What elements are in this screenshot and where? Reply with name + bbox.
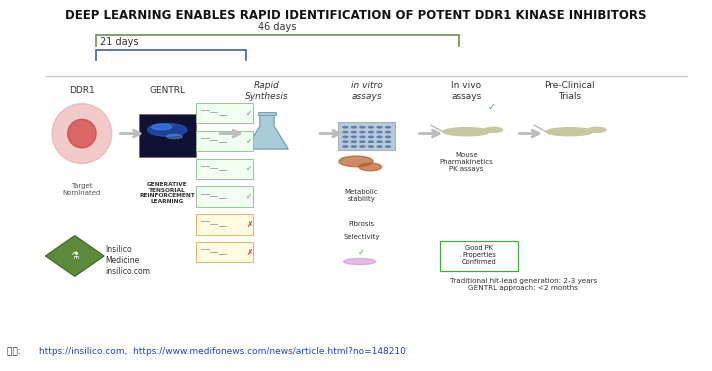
Text: in vitro
assays: in vitro assays xyxy=(351,81,382,101)
Ellipse shape xyxy=(351,141,356,142)
Ellipse shape xyxy=(385,127,390,128)
Text: ✗: ✗ xyxy=(246,220,252,229)
Bar xyxy=(258,112,276,115)
Bar xyxy=(196,131,253,151)
Ellipse shape xyxy=(385,131,390,133)
Text: Rapid
Synthesis: Rapid Synthesis xyxy=(245,81,289,101)
Ellipse shape xyxy=(342,127,347,128)
Ellipse shape xyxy=(359,163,382,171)
Text: Selectivity: Selectivity xyxy=(343,234,380,240)
Ellipse shape xyxy=(377,141,382,142)
Bar xyxy=(196,214,253,234)
Ellipse shape xyxy=(377,131,382,133)
Text: In vivo
assays: In vivo assays xyxy=(451,81,481,101)
Polygon shape xyxy=(46,236,104,276)
Ellipse shape xyxy=(343,259,376,265)
Ellipse shape xyxy=(377,136,382,138)
Text: 21 days: 21 days xyxy=(100,37,138,47)
Ellipse shape xyxy=(351,131,356,133)
Ellipse shape xyxy=(351,127,356,128)
Text: Pre-Clinical
Trials: Pre-Clinical Trials xyxy=(544,81,595,101)
Ellipse shape xyxy=(385,141,390,142)
Ellipse shape xyxy=(360,141,365,142)
Text: Insilico
Medicine
insilico.com: Insilico Medicine insilico.com xyxy=(105,245,150,276)
Text: Traditional hit-lead generation: 2-3 years
        GENTRL approach: <2 months: Traditional hit-lead generation: 2-3 yea… xyxy=(450,278,597,291)
Text: GENERATIVE
TENSORIAL
REINFORCEMENT
LEARNING: GENERATIVE TENSORIAL REINFORCEMENT LEARN… xyxy=(140,182,195,204)
Ellipse shape xyxy=(147,124,187,136)
Text: ✗: ✗ xyxy=(246,248,252,257)
Ellipse shape xyxy=(152,124,172,130)
Ellipse shape xyxy=(377,127,382,128)
Ellipse shape xyxy=(369,141,373,142)
Ellipse shape xyxy=(339,156,373,167)
Ellipse shape xyxy=(385,136,390,138)
Bar xyxy=(440,241,518,271)
Ellipse shape xyxy=(360,146,365,147)
Text: Good PK
Properties
Confirmed: Good PK Properties Confirmed xyxy=(462,245,496,265)
Ellipse shape xyxy=(369,127,373,128)
Ellipse shape xyxy=(351,136,356,138)
Text: GENTRL: GENTRL xyxy=(150,86,185,95)
Text: 자료:: 자료: xyxy=(7,347,23,356)
Text: Fibrosis: Fibrosis xyxy=(349,221,375,227)
Text: 46 days: 46 days xyxy=(258,22,297,32)
Ellipse shape xyxy=(547,128,592,136)
Bar xyxy=(139,114,196,157)
Ellipse shape xyxy=(342,141,347,142)
Bar xyxy=(196,158,253,179)
Text: ✓: ✓ xyxy=(246,192,252,201)
Ellipse shape xyxy=(167,134,182,139)
Bar xyxy=(196,242,253,263)
Text: ✓: ✓ xyxy=(246,109,252,118)
Text: DEEP LEARNING ENABLES RAPID IDENTIFICATION OF POTENT DDR1 KINASE INHIBITORS: DEEP LEARNING ENABLES RAPID IDENTIFICATI… xyxy=(66,9,646,22)
Ellipse shape xyxy=(369,146,373,147)
Ellipse shape xyxy=(377,146,382,147)
Ellipse shape xyxy=(369,131,373,133)
Ellipse shape xyxy=(587,127,606,132)
Polygon shape xyxy=(246,113,288,149)
Text: Mouse
Pharmakinetics
PK assays: Mouse Pharmakinetics PK assays xyxy=(439,152,493,172)
Ellipse shape xyxy=(385,146,390,147)
Bar xyxy=(196,186,253,207)
Ellipse shape xyxy=(360,131,365,133)
Text: ⚗: ⚗ xyxy=(70,251,79,261)
Ellipse shape xyxy=(342,131,347,133)
Text: Target
Nominated: Target Nominated xyxy=(63,183,101,196)
Text: Metabolic
stability: Metabolic stability xyxy=(345,189,379,202)
Text: DDR1: DDR1 xyxy=(69,86,95,95)
Bar xyxy=(196,103,253,123)
Text: ✓: ✓ xyxy=(487,102,496,112)
Ellipse shape xyxy=(443,128,490,136)
Ellipse shape xyxy=(68,119,96,148)
Ellipse shape xyxy=(360,136,365,138)
Ellipse shape xyxy=(484,127,503,132)
Text: ✓: ✓ xyxy=(246,137,252,145)
Ellipse shape xyxy=(342,146,347,147)
Ellipse shape xyxy=(52,104,112,164)
Ellipse shape xyxy=(369,136,373,138)
Ellipse shape xyxy=(351,146,356,147)
Text: ✓: ✓ xyxy=(358,248,365,257)
Text: ✓: ✓ xyxy=(338,155,345,164)
Text: ✓: ✓ xyxy=(246,164,252,173)
Text: https://insilico.com,  https://www.medifonews.com/news/article.html?no=148210: https://insilico.com, https://www.medifo… xyxy=(36,347,405,356)
Ellipse shape xyxy=(360,127,365,128)
Bar xyxy=(338,122,395,150)
Ellipse shape xyxy=(342,136,347,138)
